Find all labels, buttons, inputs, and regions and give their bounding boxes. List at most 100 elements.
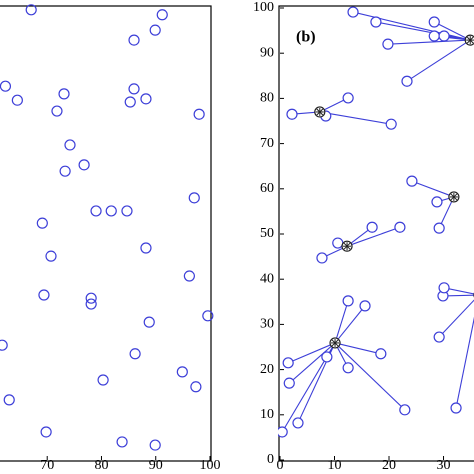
point xyxy=(36,217,48,229)
point xyxy=(149,439,161,451)
link xyxy=(411,180,455,198)
x-tick-label: 90 xyxy=(149,458,163,473)
node xyxy=(431,196,443,208)
point xyxy=(140,242,152,254)
point xyxy=(85,292,97,304)
node xyxy=(283,377,295,389)
point xyxy=(124,96,136,108)
y-tick-label: 40 xyxy=(260,271,274,286)
node xyxy=(359,300,371,312)
cluster-layer xyxy=(278,6,474,438)
point xyxy=(121,205,133,217)
x-tick-label: 20 xyxy=(382,458,396,473)
link xyxy=(434,21,471,41)
point xyxy=(116,436,128,448)
node xyxy=(450,402,462,414)
point xyxy=(183,270,195,282)
y-tick-label: 80 xyxy=(260,91,274,106)
point xyxy=(97,374,109,386)
y-tick-label: 10 xyxy=(260,407,274,422)
node xyxy=(394,221,406,233)
point xyxy=(128,83,140,95)
x-tick-label: 10 xyxy=(328,458,342,473)
point xyxy=(11,94,23,106)
link xyxy=(334,300,349,344)
y-tick-label: 100 xyxy=(253,0,274,15)
link xyxy=(438,196,455,229)
point xyxy=(90,205,102,217)
link xyxy=(442,294,474,297)
x-tick-label: 70 xyxy=(40,458,54,473)
node xyxy=(438,282,450,294)
node xyxy=(433,222,445,234)
point xyxy=(45,250,57,262)
link xyxy=(288,342,336,384)
node xyxy=(433,331,445,343)
point xyxy=(193,108,205,120)
x-tick-label: 30 xyxy=(437,458,451,473)
node xyxy=(278,426,288,438)
node xyxy=(347,6,359,18)
point xyxy=(143,316,155,328)
node xyxy=(438,30,450,42)
point xyxy=(0,339,8,351)
node xyxy=(321,351,333,363)
node xyxy=(282,357,294,369)
point xyxy=(3,394,15,406)
link xyxy=(387,39,471,45)
node xyxy=(292,417,304,429)
link xyxy=(438,299,474,338)
x-tick-label: 100 xyxy=(200,458,221,473)
y-tick-label: 50 xyxy=(260,226,274,241)
link xyxy=(455,316,474,409)
point xyxy=(78,159,90,171)
point xyxy=(58,88,70,100)
point xyxy=(64,139,76,151)
node xyxy=(342,295,354,307)
head-star xyxy=(450,193,458,201)
link xyxy=(443,287,474,295)
point xyxy=(51,105,63,117)
node xyxy=(316,252,328,264)
point xyxy=(190,381,202,393)
y-tick-label: 60 xyxy=(260,181,274,196)
point xyxy=(85,298,97,310)
head-star xyxy=(466,36,474,44)
node xyxy=(342,362,354,374)
node xyxy=(382,38,394,50)
node xyxy=(428,16,440,28)
node xyxy=(406,175,418,187)
link xyxy=(334,305,366,344)
node xyxy=(370,16,382,28)
point xyxy=(188,192,200,204)
node xyxy=(385,118,397,130)
node xyxy=(342,92,354,104)
point xyxy=(59,165,71,177)
y-tick-label: 30 xyxy=(260,317,274,332)
link xyxy=(352,11,471,41)
point xyxy=(128,34,140,46)
panel-label: (b) xyxy=(296,29,316,46)
node xyxy=(401,75,413,87)
link xyxy=(375,21,471,41)
point xyxy=(25,4,37,16)
point xyxy=(0,80,12,92)
y-tick-label: 20 xyxy=(260,362,274,377)
cluster-head xyxy=(329,337,341,349)
point xyxy=(176,366,188,378)
point xyxy=(156,9,168,21)
link xyxy=(287,342,336,364)
panel-b-frame xyxy=(278,5,474,462)
y-tick-label: 90 xyxy=(260,45,274,60)
head-star xyxy=(331,339,339,347)
link xyxy=(319,111,392,125)
node xyxy=(366,221,378,233)
point xyxy=(105,205,117,217)
cluster-head xyxy=(341,240,353,252)
node xyxy=(286,108,298,120)
node xyxy=(375,348,387,360)
cluster-head xyxy=(464,34,474,46)
head-star xyxy=(343,242,351,250)
point xyxy=(140,93,152,105)
